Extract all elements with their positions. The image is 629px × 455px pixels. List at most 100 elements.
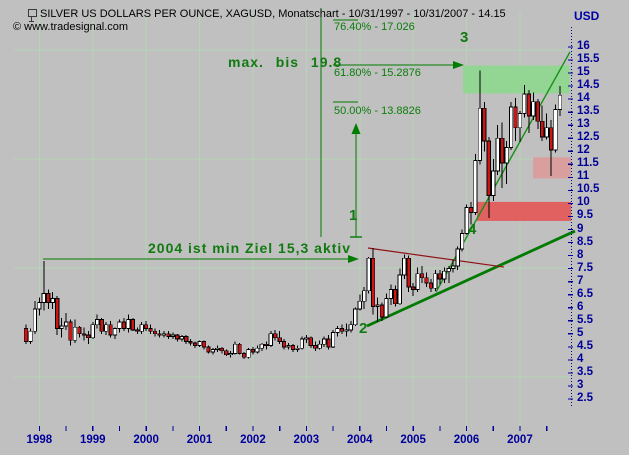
y-axis-label-4.5: 4.5: [577, 339, 593, 352]
candle-up: [557, 94, 563, 110]
candle-up: [28, 330, 33, 343]
candle-down: [188, 341, 193, 344]
candle-up: [215, 347, 220, 350]
candle-up: [353, 308, 358, 326]
fib-level-50: 50.00% - 13.8826: [334, 105, 421, 117]
y-axis-label-15: 15: [577, 66, 590, 79]
candle-down: [526, 93, 531, 117]
candle-up: [268, 333, 273, 346]
y-axis-label-4: 4: [577, 352, 584, 365]
y-axis-label-14: 14: [577, 92, 590, 105]
candle-up: [322, 338, 327, 345]
y-axis-label-15.5: 15.5: [577, 53, 600, 66]
candle-up: [304, 337, 309, 340]
candle-down: [241, 352, 247, 358]
fib-level-61: 61.80% - 15.2876: [334, 67, 421, 79]
candle-up: [522, 93, 527, 114]
candle-down: [290, 345, 296, 350]
y-axis-label-12: 12: [577, 144, 590, 157]
candle-down: [513, 106, 518, 129]
candle-down: [549, 127, 554, 151]
candle-down: [273, 333, 278, 339]
candle-down: [99, 319, 104, 332]
x-axis-label-2007: 2007: [507, 434, 533, 446]
candle-up: [63, 321, 69, 327]
candle-up: [255, 347, 260, 353]
candle-down: [419, 273, 425, 279]
candle-down: [370, 257, 376, 307]
y-axis-label-2.5: 2.5: [577, 391, 593, 404]
candle-up: [37, 302, 42, 310]
candle-down: [535, 101, 540, 122]
annotation-max-target: max. bis 19.8: [228, 54, 343, 70]
candle-down: [23, 328, 29, 343]
y-axis-label-9.5: 9.5: [577, 209, 593, 222]
candle-up: [348, 324, 353, 331]
candle-up: [95, 319, 100, 326]
candle-down: [108, 324, 113, 336]
candle-up: [531, 101, 536, 117]
candle-down: [237, 343, 242, 354]
candle-up: [117, 321, 122, 329]
candle-down: [281, 341, 287, 348]
candle-up: [388, 289, 394, 300]
support-zone-light: [533, 157, 571, 179]
candle-down: [135, 329, 140, 332]
candle-up: [357, 300, 362, 310]
candle-down: [219, 347, 224, 352]
x-axis-label-1999: 1999: [79, 434, 106, 446]
y-axis-label-8.5: 8.5: [577, 235, 593, 248]
candle-up: [344, 329, 349, 332]
y-axis-label-8: 8: [577, 248, 584, 261]
candle-up: [90, 324, 95, 339]
candle-up: [459, 233, 465, 250]
candle-down: [144, 324, 149, 329]
candle-down: [486, 140, 491, 197]
wave-label-1: 1: [349, 207, 358, 224]
candle-up: [473, 160, 478, 213]
candle-down: [55, 298, 60, 329]
candle-down: [77, 326, 82, 335]
candle-down: [540, 120, 545, 138]
candle-down: [166, 333, 171, 337]
candle-up: [286, 345, 291, 348]
candle-down: [81, 333, 86, 336]
candle-up: [59, 325, 64, 329]
x-axis-label-2006: 2006: [453, 434, 480, 446]
candle-down: [424, 277, 429, 284]
candle-up: [139, 324, 144, 332]
candle-down: [148, 328, 153, 332]
candle-down: [86, 334, 91, 339]
copyright-label: © www.tradesignal.com: [13, 21, 129, 33]
candle-down: [68, 321, 73, 341]
chart-pin-icon: [27, 9, 37, 22]
candle-down: [379, 304, 385, 318]
candle-up: [384, 298, 389, 318]
y-axis-label-16: 16: [577, 40, 590, 52]
candle-down: [192, 342, 198, 346]
candle-up: [104, 324, 109, 332]
candle-up: [112, 328, 118, 336]
max-bis-arrow-head: [453, 61, 464, 69]
y-axis-label-5: 5: [577, 326, 584, 339]
candle-down: [428, 282, 434, 289]
x-axis-label-2004: 2004: [346, 434, 373, 446]
candle-down: [277, 337, 282, 343]
candle-up: [491, 170, 496, 197]
candle-up: [41, 292, 46, 303]
candle-up: [228, 352, 233, 356]
support-zone-strong: [477, 201, 571, 221]
candle-up: [446, 268, 451, 272]
currency-label: USD: [574, 9, 600, 23]
y-axis-label-3.5: 3.5: [577, 365, 593, 378]
y-axis-label-6: 6: [577, 300, 584, 313]
wave-label-3: 3: [460, 29, 469, 46]
candle-up: [433, 273, 438, 289]
candle-up: [366, 257, 371, 292]
candle-down: [339, 328, 345, 332]
candle-down: [468, 206, 474, 213]
candle-up: [330, 332, 336, 348]
candle-up: [179, 336, 184, 340]
